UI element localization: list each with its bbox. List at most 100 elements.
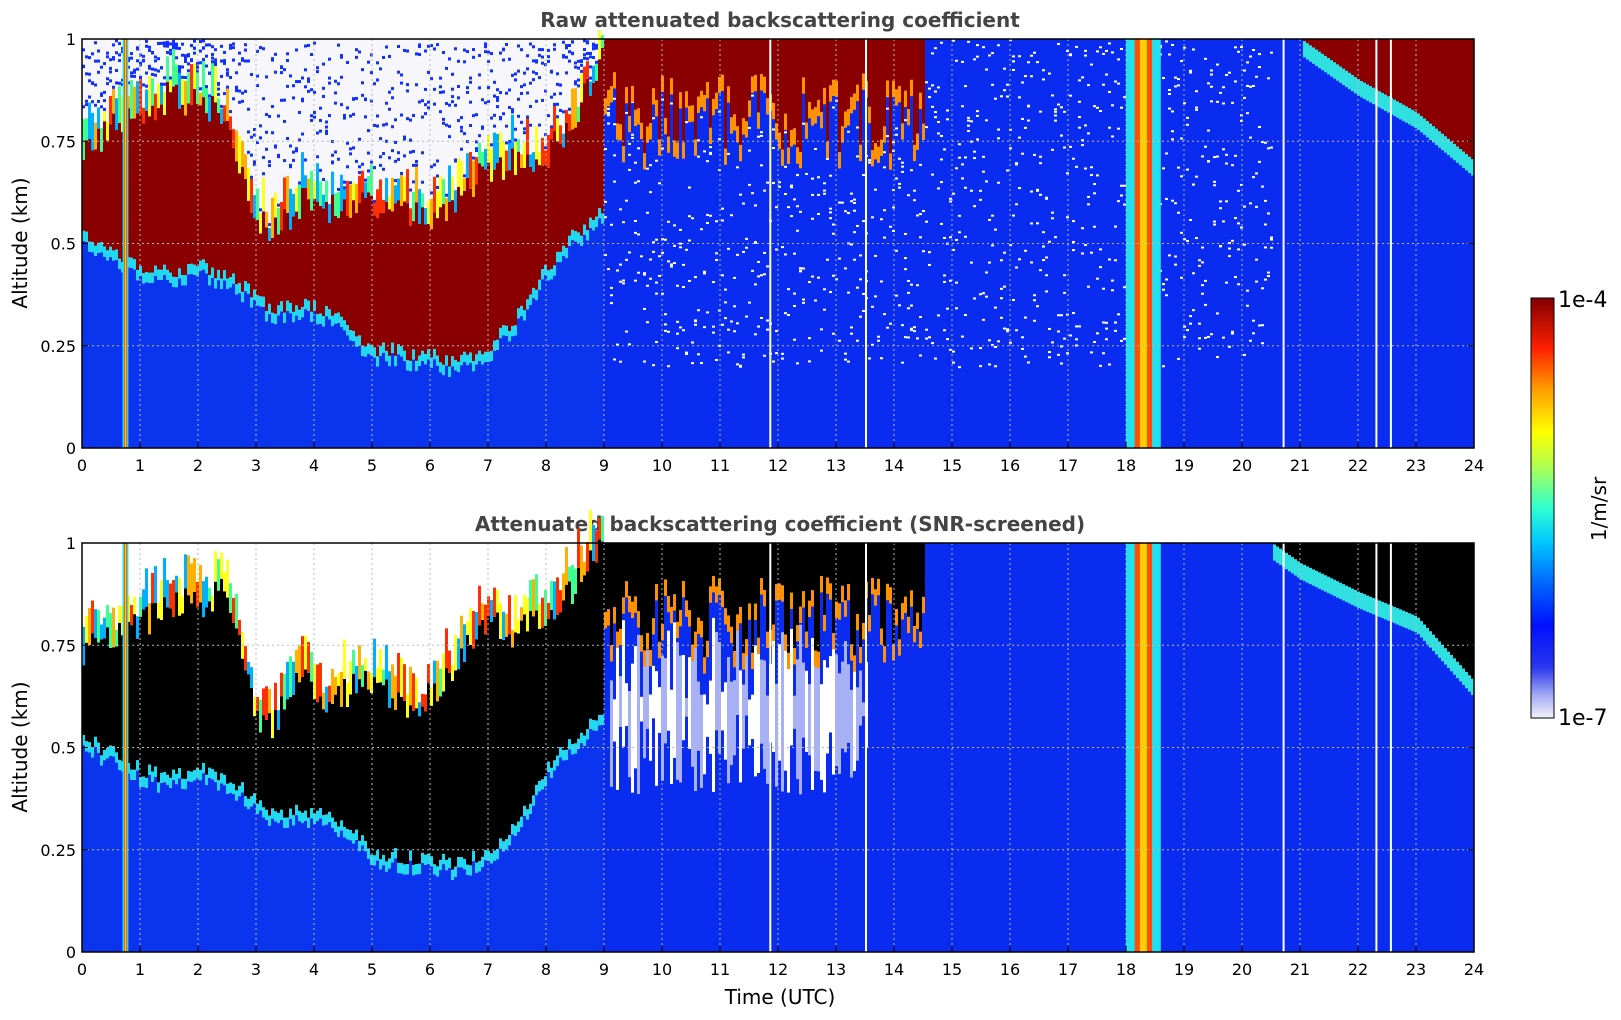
boundary-layer-cell	[277, 315, 280, 448]
cloud-base-cell	[730, 117, 733, 134]
noise-speckle	[223, 50, 226, 54]
transition-cell	[112, 250, 115, 261]
layer-edge-cell	[292, 193, 295, 217]
profile-column	[604, 39, 607, 448]
noise-speckle	[877, 335, 880, 338]
layer-edge-cell	[304, 635, 307, 670]
background-signal-cell	[904, 39, 907, 448]
background-signal-cell	[730, 39, 733, 448]
x-tick-label: 5	[367, 456, 377, 475]
aerosol-layer-cell	[151, 603, 154, 772]
profile-column	[211, 45, 214, 448]
layer-edge-cell	[364, 182, 367, 198]
noise-speckle	[1198, 347, 1201, 350]
layer-edge-cell	[511, 114, 514, 149]
profile-column	[748, 543, 751, 952]
transition-cell	[199, 769, 202, 781]
background-signal-cell	[1204, 39, 1207, 448]
boundary-layer-cell	[250, 806, 253, 952]
aerosol-layer-cell	[445, 667, 448, 860]
cloud-cell	[637, 39, 640, 109]
profile-column	[1063, 39, 1066, 448]
noise-speckle	[391, 96, 394, 100]
transition-cell	[169, 272, 172, 283]
noise-speckle	[1030, 54, 1033, 57]
transition-cell	[247, 798, 250, 810]
noise-speckle	[442, 51, 445, 55]
cloud-cell	[685, 39, 688, 92]
noise-speckle	[547, 59, 550, 63]
boundary-layer-cell	[280, 819, 283, 952]
layer-edge-cell	[457, 638, 460, 670]
layer-edge-cell	[589, 509, 592, 551]
transition-cell	[139, 777, 142, 788]
noise-speckle	[283, 68, 286, 72]
cloud-cell	[1462, 39, 1465, 152]
noise-speckle	[508, 57, 511, 61]
noise-speckle	[457, 84, 460, 88]
profile-column	[589, 51, 592, 448]
profile-column	[820, 543, 823, 952]
boundary-layer-cell	[286, 827, 289, 952]
noise-speckle	[1096, 332, 1099, 335]
noise-speckle	[1198, 259, 1201, 262]
cloud-base-cell	[739, 144, 742, 162]
boundary-layer-cell	[331, 827, 334, 952]
layer-edge-cell	[277, 710, 280, 730]
layer-edge-cell	[352, 182, 355, 201]
profile-column	[985, 39, 988, 448]
noise-speckle	[358, 137, 361, 141]
transition-cell	[286, 300, 289, 311]
cloud-cell	[703, 543, 706, 658]
profile-column	[343, 113, 346, 448]
transition-cell	[586, 230, 589, 241]
profile-column	[472, 48, 475, 448]
noise-speckle	[760, 274, 763, 277]
profile-column	[649, 543, 652, 952]
transition-cell	[481, 856, 484, 868]
transition-cell	[145, 777, 148, 789]
transition-cell	[217, 780, 220, 791]
noise-speckle	[526, 115, 529, 119]
noise-speckle	[742, 202, 745, 205]
noise-speckle	[781, 246, 784, 249]
transition-cell	[436, 355, 439, 366]
noise-speckle	[112, 85, 115, 89]
profile-column	[196, 581, 199, 952]
y-tick-label: 0.25	[40, 337, 76, 356]
noise-speckle	[772, 147, 775, 150]
aerosol-layer-cell	[475, 639, 478, 863]
noise-speckle	[109, 66, 112, 70]
noise-speckle	[355, 48, 358, 52]
transition-cell	[136, 269, 139, 281]
boundary-layer-cell	[403, 874, 406, 952]
profile-column	[145, 568, 148, 952]
cloud-base-cell	[661, 75, 664, 93]
cloud-base-cell	[817, 651, 820, 669]
noise-speckle	[1171, 138, 1174, 141]
layer-edge-cell	[361, 170, 364, 193]
noise-speckle	[1222, 86, 1225, 89]
cloud-base-cell	[703, 94, 706, 112]
layer-edge-cell	[289, 656, 292, 697]
aerosol-layer-cell	[361, 192, 364, 346]
profile-column	[259, 699, 262, 952]
profile-column	[805, 543, 808, 952]
background-signal-cell	[634, 39, 637, 448]
noise-speckle	[1252, 84, 1255, 87]
noise-speckle	[850, 326, 853, 329]
noise-speckle	[1162, 365, 1165, 368]
noise-speckle	[904, 232, 907, 235]
noise-speckle	[145, 39, 148, 43]
transition-cell	[250, 297, 253, 308]
layer-edge-cell	[331, 171, 334, 195]
background-signal-cell	[1258, 39, 1261, 448]
noise-speckle	[226, 68, 229, 72]
noise-speckle	[484, 101, 487, 105]
noise-speckle	[790, 215, 793, 218]
cloud-cell	[736, 543, 739, 615]
profile-column	[256, 49, 259, 448]
screened-gap-cell	[634, 646, 637, 769]
profile-column	[94, 609, 97, 952]
profile-column	[610, 543, 613, 952]
